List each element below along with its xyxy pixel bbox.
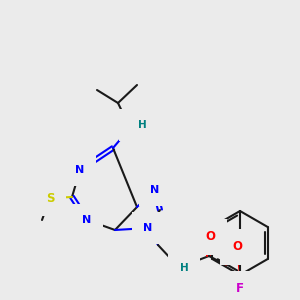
- Text: O: O: [205, 230, 215, 244]
- Text: H: H: [138, 120, 146, 130]
- Text: N: N: [143, 223, 153, 233]
- Text: N: N: [179, 255, 189, 265]
- Text: F: F: [236, 283, 244, 296]
- Text: N: N: [75, 165, 85, 175]
- Text: N: N: [82, 215, 91, 225]
- Text: S: S: [46, 191, 54, 205]
- Text: N: N: [150, 185, 160, 195]
- Text: H: H: [180, 263, 188, 273]
- Text: N: N: [130, 120, 140, 130]
- Text: O: O: [232, 241, 242, 254]
